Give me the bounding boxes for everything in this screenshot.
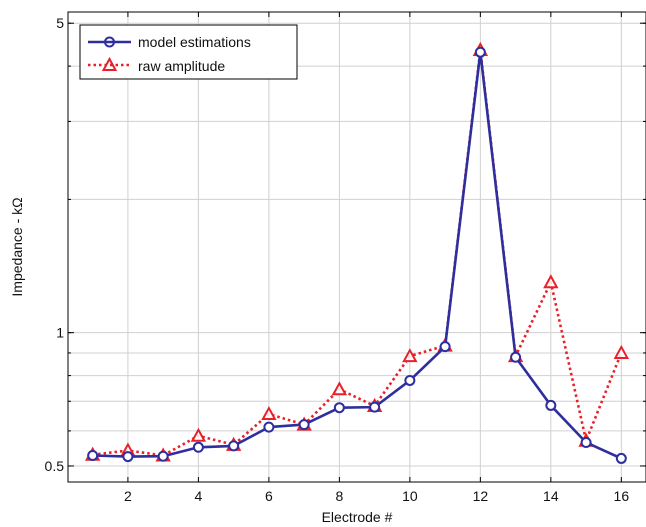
data-point-circle bbox=[87, 449, 99, 461]
x-tick-label: 14 bbox=[543, 488, 559, 504]
data-point-circle bbox=[192, 441, 204, 453]
data-point-circle bbox=[122, 451, 134, 463]
x-axis-title: Electrode # bbox=[322, 509, 393, 525]
legend-marker-circle bbox=[104, 36, 115, 48]
grid bbox=[68, 12, 646, 482]
y-axis-title: Impedance - kΩ bbox=[9, 197, 25, 296]
data-point-circle bbox=[439, 341, 451, 353]
legend-label-model-estimations: model estimations bbox=[138, 34, 251, 50]
series-line-model-estimations bbox=[92, 50, 622, 460]
data-point-circle bbox=[157, 450, 169, 462]
data-point-circle bbox=[298, 419, 310, 431]
data-point-circle bbox=[510, 351, 522, 363]
x-tick-label: 10 bbox=[402, 488, 418, 504]
data-point-triangle bbox=[331, 381, 348, 396]
data-point-circle bbox=[333, 402, 345, 414]
data-point-circle bbox=[228, 440, 240, 452]
y-tick-label: 5 bbox=[56, 15, 64, 31]
data-point-circle bbox=[369, 401, 381, 413]
data-point-circle bbox=[474, 46, 486, 58]
tick-layer: 2 4 6 8 10 12 14 16 0.5 1 5 bbox=[45, 12, 646, 504]
legend-label-raw-amplitude: raw amplitude bbox=[138, 58, 225, 74]
x-tick-label: 8 bbox=[335, 488, 343, 504]
data-point-triangle bbox=[613, 344, 630, 359]
y-tick-label: 0.5 bbox=[45, 458, 65, 474]
data-point-circle bbox=[545, 399, 557, 411]
data-point-circle bbox=[404, 374, 416, 386]
legend: model estimations raw amplitude bbox=[79, 24, 298, 80]
x-tick-label: 16 bbox=[614, 488, 630, 504]
x-tick-label: 6 bbox=[265, 488, 273, 504]
data-point-triangle bbox=[402, 348, 418, 363]
data-point-triangle bbox=[261, 405, 277, 421]
data-point-triangle bbox=[190, 427, 207, 442]
plot-background bbox=[68, 12, 646, 482]
data-point-circle bbox=[580, 436, 592, 448]
x-tick-label: 2 bbox=[124, 488, 132, 504]
data-point-circle bbox=[615, 452, 627, 464]
y-tick-label: 1 bbox=[56, 325, 64, 341]
x-tick-label: 4 bbox=[195, 488, 203, 504]
legend-marker-triangle bbox=[101, 56, 118, 71]
data-point-circle bbox=[263, 421, 275, 433]
data-point-triangle bbox=[543, 274, 559, 289]
x-tick-label: 12 bbox=[473, 488, 489, 504]
plot-frame bbox=[67, 11, 646, 483]
series-layer bbox=[84, 41, 630, 464]
